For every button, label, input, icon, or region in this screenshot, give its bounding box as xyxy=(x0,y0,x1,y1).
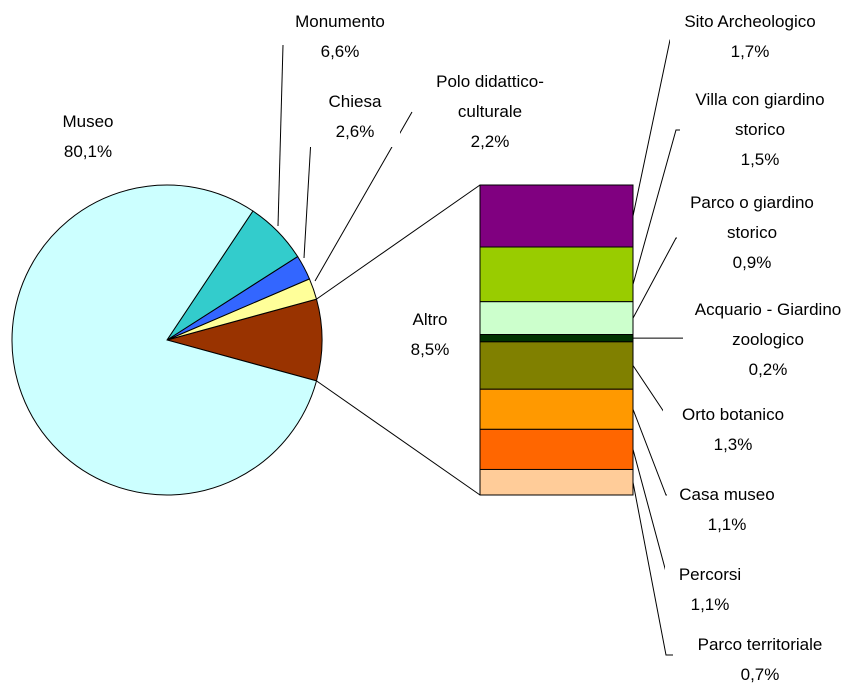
label-name: Parco territoriale xyxy=(697,635,823,654)
data-label: Monumento 6,6% xyxy=(285,7,395,67)
data-label: Altro 8,5% xyxy=(395,305,465,365)
bar-segment xyxy=(479,184,634,248)
label-value: 1,1% xyxy=(690,595,730,614)
data-label: Parco o giardino storico 0,9% xyxy=(677,188,827,278)
leader-line xyxy=(632,129,683,285)
label-name: Casa museo xyxy=(679,485,775,504)
label-name: Villa con giardino storico xyxy=(695,90,825,139)
label-name: Parco o giardino storico xyxy=(690,193,814,242)
label-name: Museo xyxy=(62,112,114,131)
bar-segment xyxy=(479,468,634,496)
label-value: 2,6% xyxy=(335,122,375,141)
leader-line xyxy=(632,237,683,319)
label-value: 8,5% xyxy=(410,340,450,359)
label-name: Orto botanico xyxy=(681,405,785,424)
label-value: 2,2% xyxy=(470,132,510,151)
leader-line xyxy=(277,44,284,227)
label-value: 0,2% xyxy=(748,360,788,379)
label-name: Acquario - Giardino zoologico xyxy=(694,300,842,349)
data-label: Casa museo 1,1% xyxy=(667,480,787,540)
label-name: Altro xyxy=(412,310,448,329)
connector xyxy=(316,380,481,496)
bar-segment xyxy=(479,388,634,430)
bar-segment xyxy=(479,334,634,343)
data-label: Percorsi 1,1% xyxy=(665,560,755,620)
label-name: Monumento xyxy=(295,12,385,31)
label-value: 6,6% xyxy=(320,42,360,61)
label-value: 80,1% xyxy=(63,142,113,161)
label-name: Chiesa xyxy=(328,92,382,111)
data-label: Villa con giardino storico 1,5% xyxy=(680,85,840,175)
label-value: 1,3% xyxy=(713,435,753,454)
leader-line xyxy=(632,482,673,656)
data-label: Museo 80,1% xyxy=(43,107,133,167)
label-value: 1,7% xyxy=(730,42,770,61)
bar-segment xyxy=(479,301,634,336)
label-value: 0,9% xyxy=(732,253,772,272)
label-name: Sito Archeologico xyxy=(684,12,816,31)
pie-slice xyxy=(11,184,318,496)
data-label: Orto botanico 1,3% xyxy=(663,400,803,460)
label-name: Polo didattico-culturale xyxy=(436,72,544,121)
bar-segment xyxy=(479,341,634,390)
label-name: Percorsi xyxy=(678,565,742,584)
data-label: Parco territoriale 0,7% xyxy=(680,630,840,683)
data-label: Sito Archeologico 1,7% xyxy=(670,7,830,67)
data-label: Acquario - Giardino zoologico 0,2% xyxy=(683,295,853,385)
data-label: Chiesa 2,6% xyxy=(310,87,400,147)
bar-segment xyxy=(479,428,634,470)
label-value: 0,7% xyxy=(740,665,780,683)
label-value: 1,5% xyxy=(740,150,780,169)
connector xyxy=(316,184,481,300)
label-value: 1,1% xyxy=(707,515,747,534)
bar-segment xyxy=(479,246,634,303)
data-label: Polo didattico-culturale 2,2% xyxy=(415,67,565,157)
